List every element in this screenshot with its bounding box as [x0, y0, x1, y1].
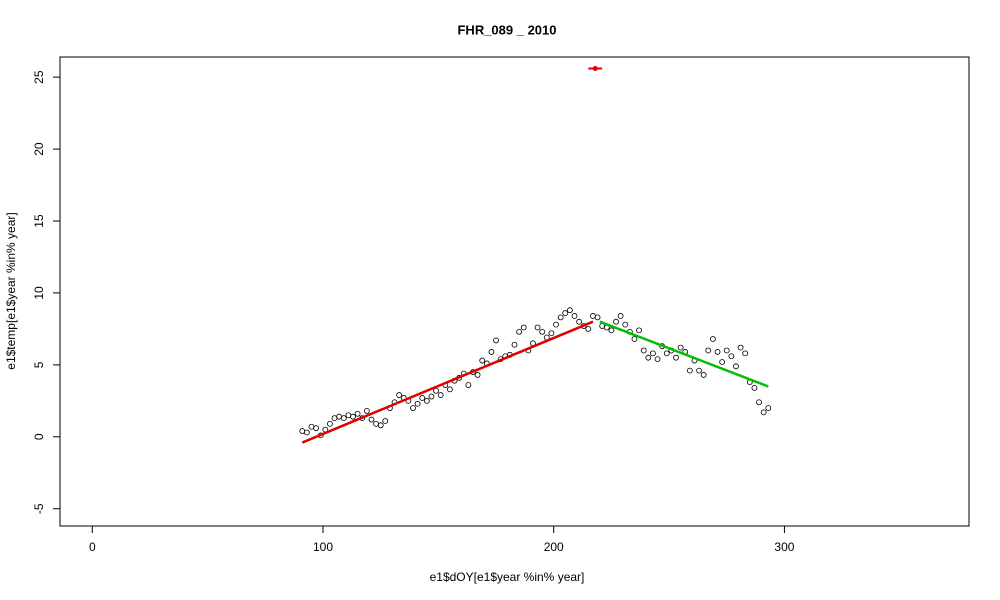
y-tick-label: 5	[32, 361, 46, 368]
data-point	[423, 397, 430, 404]
chart-title: FHR_089 _ 2010	[457, 22, 556, 37]
data-point	[303, 429, 310, 436]
data-point	[650, 350, 656, 357]
data-point	[382, 418, 389, 424]
data-point	[686, 367, 693, 374]
data-point	[539, 328, 546, 335]
y-tick-label: -5	[32, 503, 46, 514]
data-point	[553, 321, 559, 328]
data-point	[548, 330, 555, 337]
data-point	[654, 356, 661, 363]
data-point	[608, 327, 615, 334]
data-point	[377, 422, 384, 429]
data-point	[700, 372, 707, 378]
data-point	[493, 337, 499, 344]
data-point	[414, 400, 421, 407]
data-point	[751, 384, 758, 391]
data-point	[640, 347, 647, 354]
data-point	[340, 415, 347, 422]
data-point	[516, 328, 523, 335]
data-point	[368, 416, 375, 423]
y-tick-label: 20	[32, 142, 46, 156]
data-point	[571, 313, 578, 319]
data-point	[714, 349, 721, 355]
data-point	[636, 327, 642, 334]
y-tick-label: 10	[32, 286, 46, 300]
data-point	[760, 409, 767, 416]
data-point	[765, 405, 772, 411]
data-point	[737, 344, 744, 351]
data-point	[566, 307, 573, 314]
data-point	[594, 314, 601, 321]
data-point	[327, 420, 333, 427]
data-point	[673, 354, 679, 361]
data-point	[488, 349, 495, 355]
data-point	[511, 341, 518, 348]
data-point	[557, 314, 564, 321]
data-point	[696, 367, 702, 374]
data-point	[447, 386, 453, 393]
x-tick-label: 200	[544, 540, 564, 554]
data-point	[437, 392, 444, 398]
data-point	[617, 313, 624, 319]
data-point	[534, 324, 541, 331]
fit-line	[301, 320, 594, 444]
fit-line	[599, 320, 769, 388]
y-axis-label: e1$temp[e1$year %in% year]	[4, 212, 18, 369]
data-point	[396, 392, 403, 398]
y-tick-label: 0	[32, 433, 46, 440]
data-point	[622, 321, 629, 328]
data-point	[474, 372, 481, 378]
data-point	[705, 347, 712, 354]
data-point	[350, 413, 356, 420]
data-point	[710, 336, 716, 342]
data-point	[363, 408, 370, 414]
x-tick-label: 100	[313, 540, 333, 554]
data-point	[728, 353, 735, 360]
data-point	[631, 336, 638, 342]
x-tick-label: 300	[774, 540, 794, 554]
data-point	[354, 410, 361, 417]
data-point	[756, 399, 762, 406]
data-point	[733, 363, 739, 370]
data-point	[576, 318, 582, 325]
x-axis-label: e1$dOY[e1$year %in% year]	[430, 570, 585, 584]
data-point	[428, 393, 435, 400]
data-point	[433, 387, 439, 394]
data-point	[419, 395, 426, 401]
data-point	[465, 382, 472, 388]
data-point	[645, 354, 652, 361]
y-tick-label: 25	[32, 70, 46, 84]
data-point	[742, 350, 749, 357]
data-point	[677, 344, 684, 351]
data-point	[410, 405, 416, 411]
data-point	[585, 326, 592, 332]
data-point	[562, 310, 569, 316]
data-point	[520, 324, 527, 331]
data-point	[723, 347, 730, 354]
data-point	[613, 318, 619, 325]
data-point	[479, 357, 486, 364]
x-tick-label: 0	[89, 540, 96, 554]
data-point	[313, 425, 319, 432]
data-point	[719, 359, 726, 365]
y-tick-label: 15	[32, 214, 46, 228]
marker-point	[592, 66, 598, 72]
data-point	[663, 350, 670, 357]
plot-frame	[59, 56, 970, 527]
